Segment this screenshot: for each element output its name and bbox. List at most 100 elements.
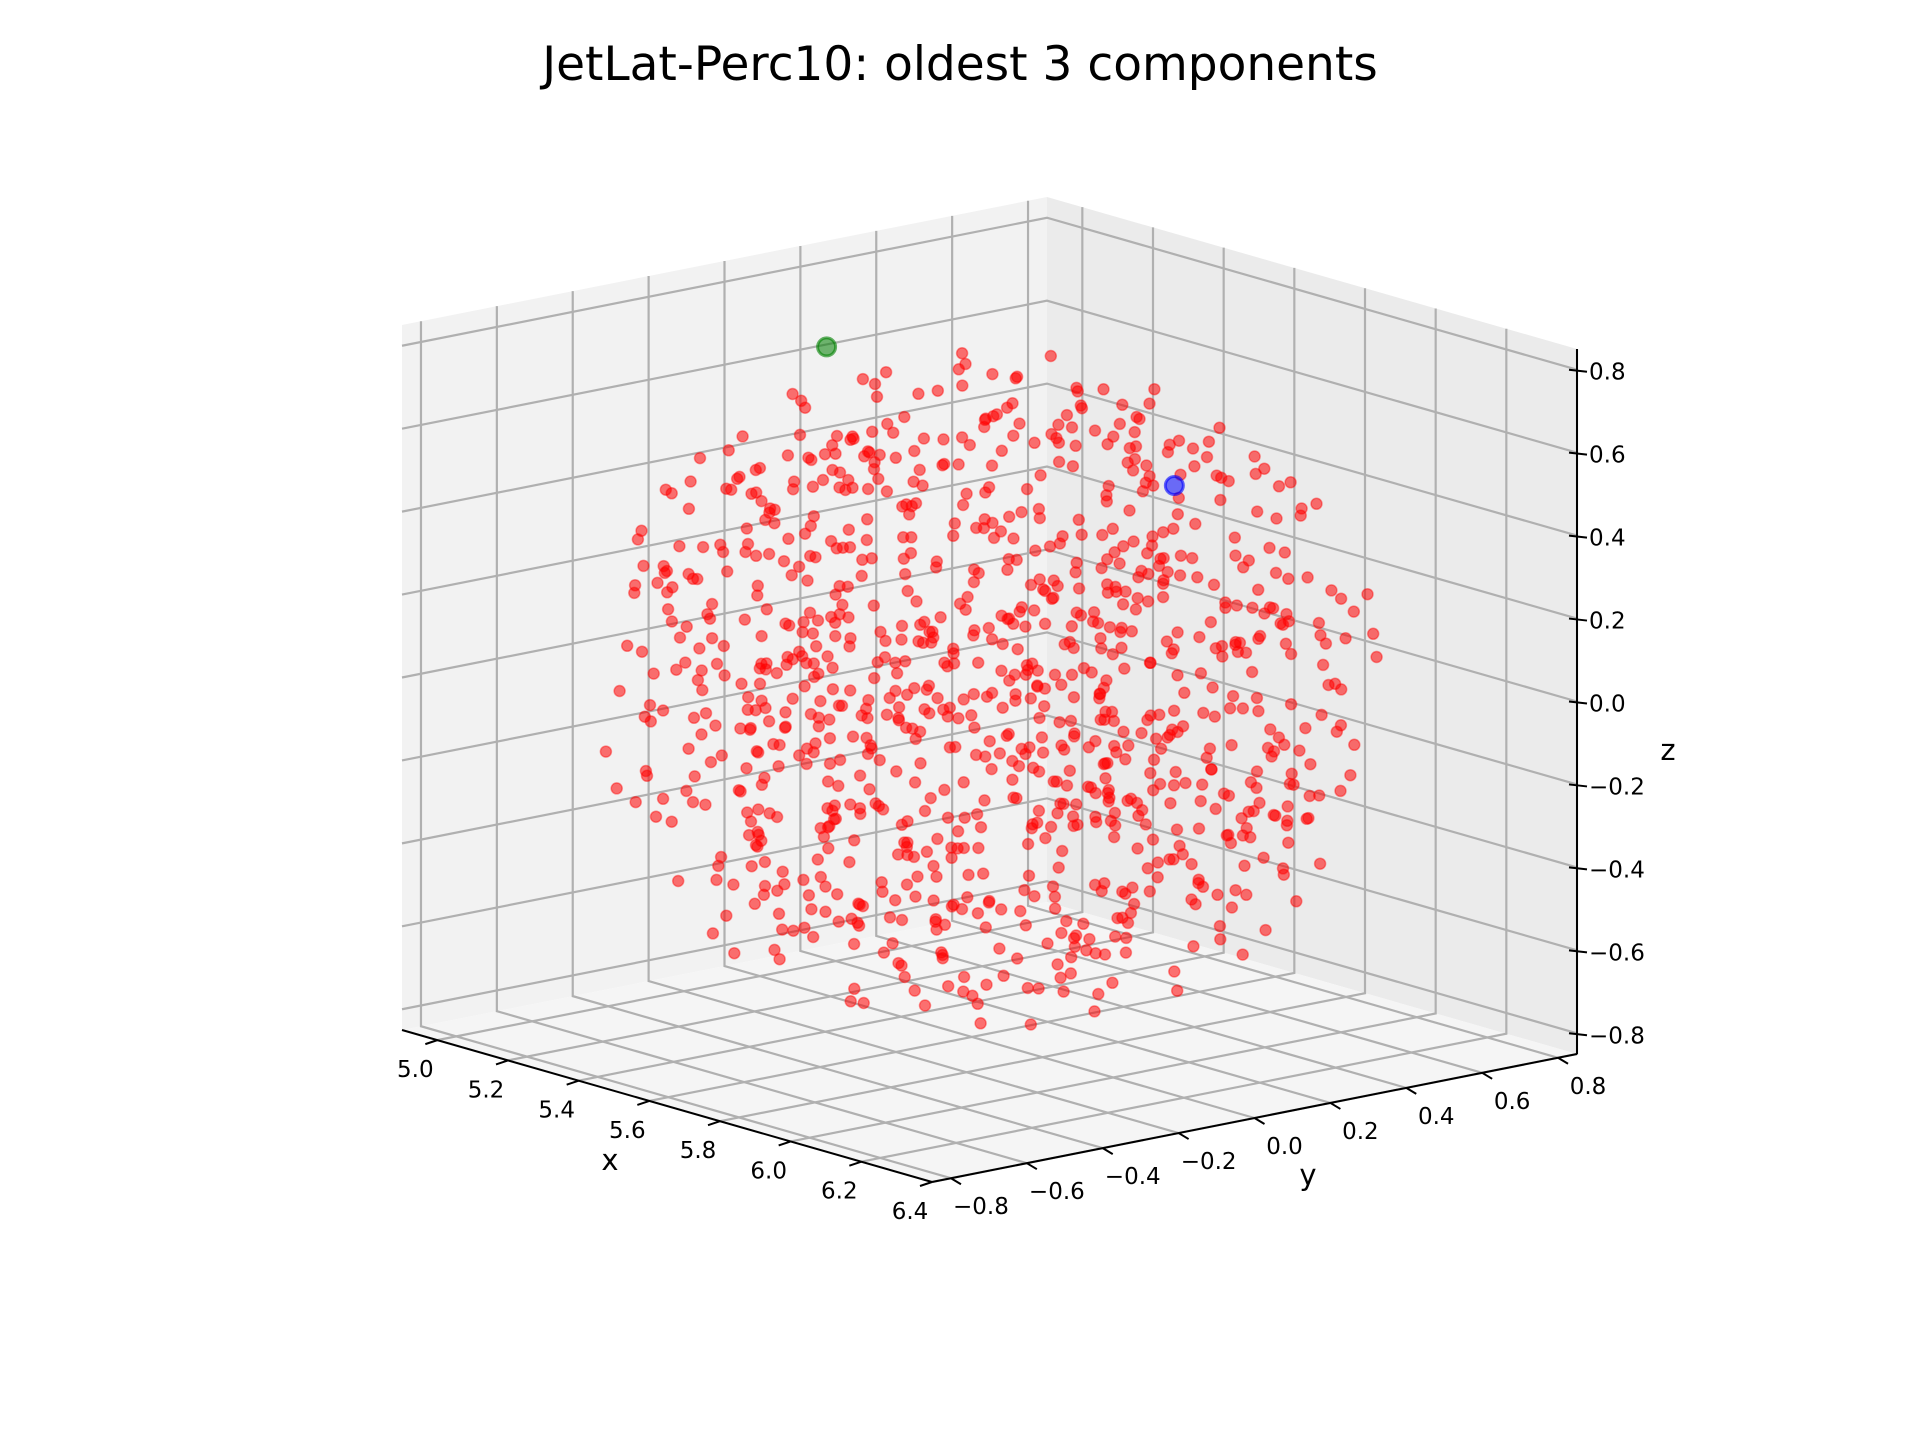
data-point-series-0 [1314,629,1327,642]
data-point-series-0 [1131,842,1144,855]
data-point-series-0 [994,903,1008,916]
data-point-series-0 [829,588,842,601]
data-point-series-0 [1044,349,1058,363]
data-point-series-0 [1299,721,1312,735]
data-point-series-0 [1205,763,1218,776]
data-point-series-0 [833,753,847,767]
data-point-series-0 [898,410,911,424]
data-point-series-0 [1101,756,1114,770]
data-point-series-0 [1114,625,1127,639]
data-point-series-0 [1266,601,1280,615]
data-point-series-0 [805,902,818,916]
data-point-series-0 [712,859,725,873]
data-point-series-0 [816,473,830,487]
data-point-series-0 [1248,450,1261,463]
data-point-series-0 [1025,657,1039,670]
data-point-series-0 [985,762,998,776]
data-point-series-0 [649,810,663,823]
data-point-series-0 [854,807,867,821]
data-point-series-0 [976,867,990,880]
data-point-series-0 [811,614,825,627]
data-point-series-0 [803,606,817,619]
data-point-series-0 [794,394,808,408]
data-point-series-0 [688,770,701,783]
grid-line-x [437,207,1084,1042]
data-point-series-0 [1028,889,1041,903]
data-point-series-0 [876,885,889,899]
data-point-series-0 [710,873,723,887]
data-point-series-0 [1108,819,1122,832]
data-point-series-0 [613,684,626,698]
data-point-series-0 [968,721,981,734]
data-point-series-0 [1094,631,1107,645]
data-point-series-0 [738,613,752,626]
data-point-series-0 [1264,723,1277,736]
data-point-series-0 [1027,604,1041,617]
data-point-series-0 [821,802,834,815]
data-point-series-0 [1167,522,1180,535]
data-point-series-0 [979,750,992,763]
data-point-series-0 [857,996,870,1010]
data-point-series-0 [1250,691,1264,705]
data-point-series-0 [1100,578,1114,591]
data-point-series-0 [787,924,800,937]
data-point-series-0 [865,425,879,439]
data-point-series-0 [660,564,674,578]
data-point-series-0 [1077,661,1091,675]
data-point-series-0 [1249,467,1262,481]
grid-line-x [861,328,1508,1163]
data-point-series-0 [1033,511,1047,525]
data-point-series-0 [980,978,993,991]
data-point-series-0 [703,612,717,625]
data-point-series-0 [1225,901,1239,914]
data-point-series-0 [1135,726,1148,740]
data-point-series-0 [1106,976,1119,990]
data-point-series-0 [1126,464,1140,477]
data-point-series-0 [904,546,918,560]
data-point-series-0 [696,683,709,697]
z-axis-label: z [1660,733,1675,767]
data-point-series-0 [1174,549,1188,562]
data-point-series-0 [1069,929,1083,942]
data-point-series-0 [1054,971,1067,985]
data-point-series-0 [1156,525,1170,539]
data-point-series-0 [886,937,899,950]
data-point-series-0 [1012,759,1026,773]
data-point-series-0 [931,691,944,705]
data-point-series-0 [1197,706,1210,720]
data-point-series-0 [1065,620,1079,633]
data-point-series-0 [1102,479,1115,493]
grid-line-y [723,261,1255,1120]
data-point-series-0 [1210,469,1223,482]
data-point-series-0 [665,615,679,628]
data-point-series-0 [908,444,921,458]
data-point-series-0 [985,633,999,646]
data-point-series-0 [735,677,748,691]
data-point-series-0 [1052,418,1065,432]
data-point-series-0 [1065,668,1079,682]
data-point-series-0 [772,760,785,773]
data-point-series-0 [1328,677,1342,691]
data-point-series-0 [900,688,914,702]
x-tick [637,1099,650,1106]
data-point-series-0 [1156,577,1170,590]
data-point-series-0 [896,531,910,544]
data-point-series-0 [740,761,753,775]
data-point-series-0 [957,841,971,855]
data-point-series-0 [971,906,985,920]
data-point-series-0 [979,921,993,934]
data-point-series-0 [1146,833,1160,846]
data-point-series-0 [1161,565,1174,579]
data-point-series-0 [1088,424,1102,437]
data-point-series-0 [1169,765,1182,779]
data-point-series-0 [1010,553,1023,567]
data-point-series-0 [1116,598,1130,611]
data-point-series-0 [996,637,1009,651]
data-point-series-0 [796,625,809,639]
data-point-series-0 [758,855,772,869]
data-point-series-0 [1270,512,1283,525]
data-point-series-0 [727,878,740,891]
data-point-series-0 [809,640,823,653]
y-tick-label: 0.4 [1418,1104,1455,1130]
data-point-series-0 [1151,856,1165,869]
